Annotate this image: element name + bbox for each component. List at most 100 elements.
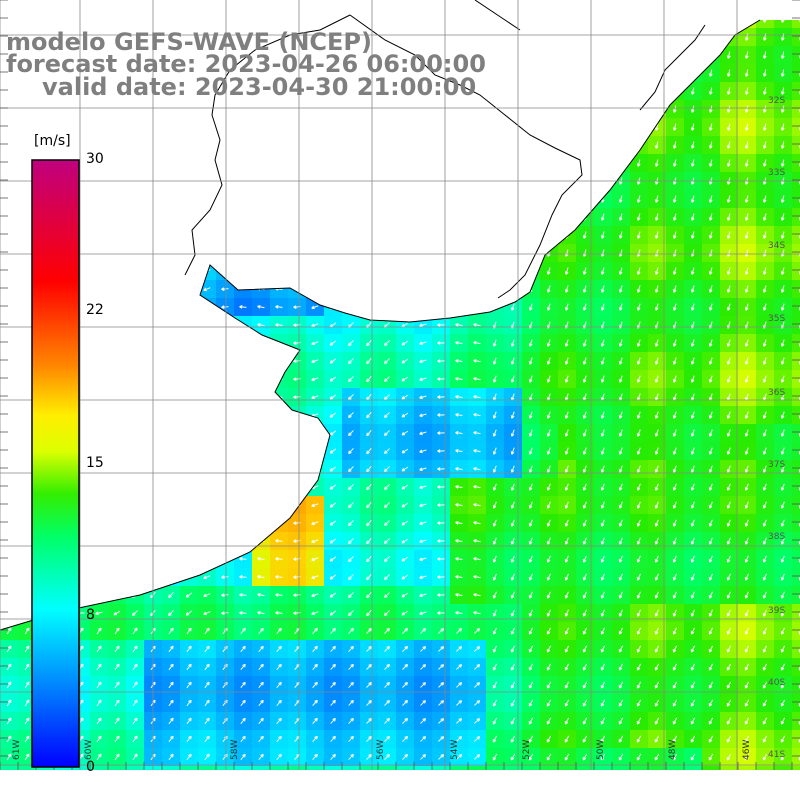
wind-arrow bbox=[366, 268, 372, 275]
speed-cell bbox=[396, 154, 414, 172]
wind-arrow bbox=[293, 233, 301, 237]
speed-cell bbox=[270, 334, 288, 352]
wind-arrow bbox=[401, 268, 409, 274]
wind-arrow bbox=[221, 197, 229, 201]
speed-cell bbox=[216, 406, 234, 424]
speed-cell bbox=[612, 82, 630, 100]
speed-cell bbox=[108, 100, 126, 118]
wind-arrow bbox=[113, 502, 121, 508]
speed-cell bbox=[666, 46, 684, 64]
wind-arrow bbox=[636, 105, 641, 113]
speed-cell bbox=[198, 406, 216, 424]
speed-cell bbox=[702, 766, 720, 770]
colorbar-tick-30: 30 bbox=[86, 151, 104, 167]
wind-arrow bbox=[419, 20, 427, 22]
speed-cell bbox=[162, 424, 180, 442]
wind-arrow bbox=[384, 160, 390, 166]
wind-arrow bbox=[582, 159, 587, 167]
wind-arrow bbox=[239, 449, 247, 453]
wind-arrow bbox=[654, 51, 659, 59]
wind-arrow bbox=[59, 20, 67, 21]
wind-arrow bbox=[455, 124, 463, 129]
wind-arrow bbox=[239, 359, 247, 363]
wind-arrow bbox=[43, 772, 47, 778]
speed-cell bbox=[216, 460, 234, 478]
wind-arrow bbox=[510, 195, 515, 203]
wind-arrow bbox=[419, 287, 427, 292]
wind-arrow bbox=[221, 269, 229, 273]
wind-arrow bbox=[77, 20, 81, 21]
speed-cell bbox=[0, 568, 18, 586]
wind-arrow bbox=[636, 20, 641, 23]
speed-cell bbox=[0, 154, 18, 172]
speed-cell bbox=[738, 20, 756, 28]
speed-cell bbox=[450, 118, 468, 136]
wind-arrow bbox=[528, 33, 533, 41]
wind-arrow bbox=[582, 105, 587, 113]
wind-arrow bbox=[473, 34, 481, 39]
speed-cell bbox=[270, 226, 288, 244]
wind-arrow bbox=[257, 484, 265, 489]
wind-arrow bbox=[168, 376, 174, 383]
wind-arrow bbox=[654, 33, 659, 41]
wind-arrow bbox=[744, 20, 749, 23]
wind-arrow bbox=[564, 51, 569, 59]
wind-arrow bbox=[168, 412, 174, 419]
speed-cell bbox=[180, 424, 198, 442]
wind-arrow bbox=[113, 304, 121, 310]
speed-cell bbox=[90, 316, 108, 334]
wind-arrow bbox=[546, 195, 551, 203]
wind-arrow bbox=[185, 106, 193, 112]
speed-cell bbox=[252, 478, 270, 496]
speed-cell bbox=[450, 244, 468, 262]
speed-cell bbox=[270, 766, 288, 770]
wind-arrow bbox=[295, 772, 300, 777]
speed-cell bbox=[216, 514, 234, 532]
speed-cell bbox=[90, 388, 108, 406]
speed-cell bbox=[342, 190, 360, 208]
speed-cell bbox=[0, 460, 18, 478]
wind-arrow bbox=[168, 574, 174, 581]
wind-arrow bbox=[528, 213, 533, 221]
speed-cell bbox=[324, 118, 342, 136]
speed-cell bbox=[126, 550, 144, 568]
wind-arrow bbox=[473, 304, 481, 309]
speed-cell bbox=[252, 20, 270, 28]
wind-arrow bbox=[366, 286, 372, 293]
speed-cell bbox=[486, 20, 504, 28]
wind-arrow bbox=[419, 269, 427, 274]
speed-cell bbox=[234, 766, 252, 770]
wind-arrow bbox=[95, 521, 103, 526]
wind-arrow bbox=[473, 268, 481, 273]
speed-cell bbox=[234, 100, 252, 118]
wind-arrow bbox=[95, 215, 103, 220]
wind-arrow bbox=[95, 341, 103, 346]
wind-arrow bbox=[600, 87, 605, 95]
wind-arrow bbox=[565, 772, 568, 778]
speed-cell bbox=[126, 244, 144, 262]
speed-cell bbox=[108, 352, 126, 370]
speed-cell bbox=[684, 28, 702, 46]
wind-arrow bbox=[781, 772, 784, 778]
speed-cell bbox=[234, 352, 252, 370]
wind-arrow bbox=[528, 141, 533, 149]
wind-arrow bbox=[133, 772, 137, 778]
wind-arrow bbox=[203, 359, 211, 364]
wind-arrow bbox=[275, 449, 283, 453]
speed-cell bbox=[234, 442, 252, 460]
speed-cell bbox=[306, 262, 324, 280]
speed-cell bbox=[450, 190, 468, 208]
speed-cell bbox=[162, 406, 180, 424]
speed-cell bbox=[486, 208, 504, 226]
speed-cell bbox=[396, 226, 414, 244]
wind-arrow bbox=[293, 467, 301, 471]
speed-cell bbox=[486, 190, 504, 208]
speed-cell bbox=[180, 136, 198, 154]
wind-arrow bbox=[205, 772, 209, 778]
speed-cell bbox=[198, 442, 216, 460]
wind-arrow bbox=[637, 772, 640, 778]
wind-arrow bbox=[492, 87, 497, 95]
speed-cell bbox=[108, 460, 126, 478]
wind-arrow bbox=[331, 772, 336, 777]
wind-arrow bbox=[113, 232, 121, 238]
